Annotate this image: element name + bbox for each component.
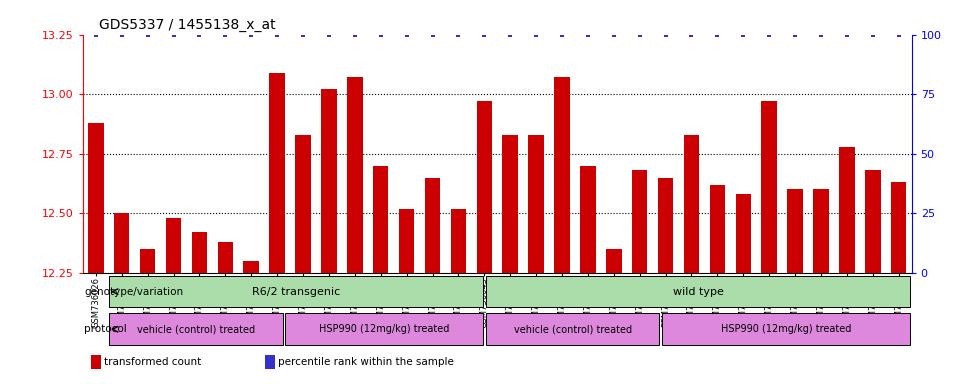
Text: GDS5337 / 1455138_x_at: GDS5337 / 1455138_x_at [99, 18, 276, 32]
Bar [662, 313, 911, 345]
Bar [710, 185, 725, 273]
Bar [865, 170, 880, 273]
Bar [606, 249, 622, 273]
Bar [683, 135, 699, 273]
Bar [477, 101, 492, 273]
Bar [486, 276, 911, 308]
Text: HSP990 (12mg/kg) treated: HSP990 (12mg/kg) treated [319, 324, 449, 334]
Bar [285, 313, 484, 345]
Bar [502, 135, 518, 273]
Bar [632, 170, 647, 273]
Bar [450, 209, 466, 273]
Bar [109, 276, 484, 308]
Bar [217, 242, 233, 273]
Bar [372, 166, 388, 273]
Bar [166, 218, 181, 273]
Bar [554, 78, 569, 273]
Bar [813, 189, 829, 273]
Bar [244, 261, 259, 273]
Bar [265, 355, 275, 369]
Bar [88, 123, 103, 273]
Bar [580, 166, 596, 273]
Bar [425, 177, 441, 273]
Bar [658, 177, 674, 273]
Bar [788, 189, 802, 273]
Bar [321, 89, 336, 273]
Bar [295, 135, 311, 273]
Text: genotype/variation: genotype/variation [84, 287, 183, 297]
Bar [192, 232, 207, 273]
Text: transformed count: transformed count [104, 357, 202, 367]
Text: vehicle (control) treated: vehicle (control) treated [514, 324, 632, 334]
Bar [761, 101, 777, 273]
Text: wild type: wild type [673, 287, 723, 297]
Bar [891, 182, 907, 273]
Text: protocol: protocol [84, 324, 127, 334]
Text: HSP990 (12mg/kg) treated: HSP990 (12mg/kg) treated [721, 324, 851, 334]
Bar [399, 209, 414, 273]
Text: R6/2 transgenic: R6/2 transgenic [253, 287, 340, 297]
Bar [347, 78, 363, 273]
Text: vehicle (control) treated: vehicle (control) treated [136, 324, 254, 334]
Bar [139, 249, 155, 273]
Bar [114, 213, 130, 273]
Bar [109, 313, 283, 345]
Text: percentile rank within the sample: percentile rank within the sample [279, 357, 454, 367]
Bar [269, 73, 285, 273]
Bar [528, 135, 544, 273]
Bar [735, 194, 751, 273]
Bar [486, 313, 659, 345]
Bar [839, 147, 855, 273]
Bar [92, 355, 101, 369]
